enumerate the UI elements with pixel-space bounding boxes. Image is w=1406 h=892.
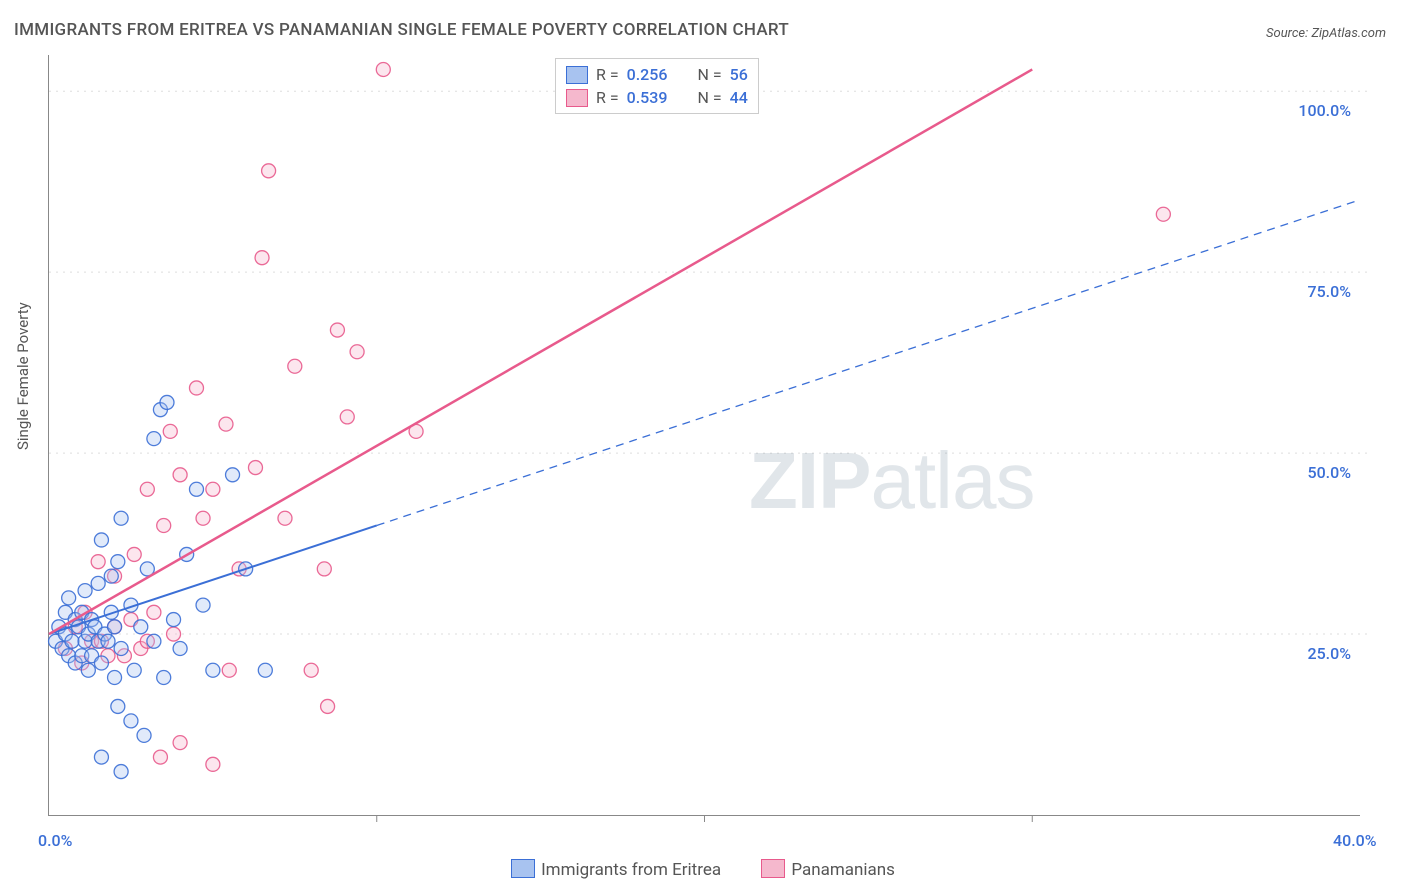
- swatch-pink: [566, 89, 588, 107]
- chart-svg: [49, 55, 1360, 815]
- n-label: N =: [697, 88, 721, 107]
- xtick-label: 0.0%: [38, 831, 72, 850]
- swatch-blue-legend: [511, 859, 535, 878]
- stats-box: R = 0.256 N = 56 R = 0.539 N = 44: [555, 58, 759, 114]
- chart-title: IMMIGRANTS FROM ERITREA VS PANAMANIAN SI…: [14, 20, 789, 40]
- source-name: ZipAtlas.com: [1311, 26, 1386, 41]
- ytick-label: 25.0%: [1307, 644, 1351, 663]
- legend-label-blue: Immigrants from Eritrea: [541, 860, 721, 880]
- legend-item-blue: Immigrants from Eritrea: [511, 860, 725, 880]
- r-label: R =: [596, 88, 619, 107]
- blue-r-value: 0.256: [627, 65, 668, 84]
- y-axis-label: Single Female Poverty: [14, 302, 32, 450]
- ytick-label: 50.0%: [1307, 463, 1351, 482]
- pink-n-value: 44: [730, 88, 748, 107]
- ytick-label: 100.0%: [1298, 101, 1351, 120]
- r-label: R =: [596, 65, 619, 84]
- xtick-label: 40.0%: [1333, 831, 1377, 850]
- legend-label-pink: Panamanians: [791, 860, 895, 880]
- stats-row-pink: R = 0.539 N = 44: [566, 86, 748, 109]
- bottom-legend: Immigrants from Eritrea Panamanians: [0, 859, 1406, 880]
- pink-r-value: 0.539: [627, 88, 668, 107]
- source-prefix: Source:: [1266, 26, 1311, 41]
- ytick-label: 75.0%: [1307, 282, 1351, 301]
- stats-row-blue: R = 0.256 N = 56: [566, 63, 748, 86]
- n-label: N =: [697, 65, 721, 84]
- plot-area: ZIPatlas: [48, 55, 1360, 816]
- swatch-blue: [566, 66, 588, 84]
- legend-item-pink: Panamanians: [761, 860, 895, 880]
- swatch-pink-legend: [761, 859, 785, 878]
- source-attribution: Source: ZipAtlas.com: [1266, 26, 1386, 41]
- blue-n-value: 56: [730, 65, 748, 84]
